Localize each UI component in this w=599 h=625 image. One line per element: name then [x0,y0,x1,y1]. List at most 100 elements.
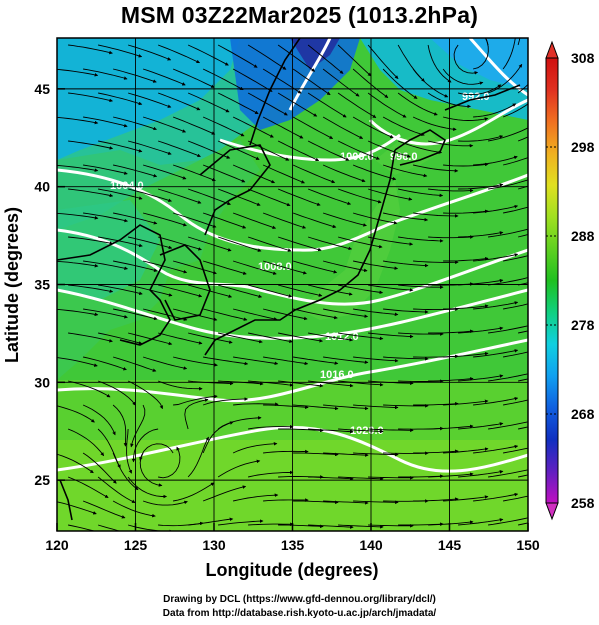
y-axis-ticks: 25 30 35 40 45 [34,81,65,488]
streamline [157,380,203,391]
streamline [187,44,229,66]
streamline [518,378,528,382]
streamline [322,212,367,227]
streamline [82,404,116,436]
streamline [352,164,397,181]
streamline [458,231,504,238]
streamline [187,436,209,478]
streamline [413,212,459,218]
streamline [67,380,111,398]
streamline [367,140,411,158]
streamline [202,212,247,229]
streamline [473,253,519,262]
streamline [473,155,518,166]
streamline [443,256,489,262]
streamline [68,188,114,198]
y-tick-label: 45 [34,81,50,97]
streamline [248,424,294,430]
streamline [488,228,528,238]
streamline [217,140,260,160]
streamline [232,116,274,138]
colorbar-bar [545,57,559,504]
streamline [503,303,528,310]
streamline [262,260,307,275]
streamline [202,116,245,137]
streamline [458,422,504,430]
streamline [142,116,187,133]
streamline [293,356,339,365]
streamline [247,140,290,161]
streamline [83,116,128,128]
streamline [518,426,528,430]
streamline [383,356,429,361]
streamline [172,116,216,135]
streamline [473,396,519,406]
streamline [83,212,128,223]
credit-line-2: Data from http://database.rish.kyoto-u.a… [162,608,437,619]
streamline [473,204,519,214]
streamline [383,260,429,268]
streamline [292,260,338,274]
streamline [307,92,347,118]
streamline [126,428,132,474]
streamline [353,308,399,317]
streamline [502,103,528,118]
y-tick-label: 40 [34,179,50,195]
streamline [202,260,247,275]
isobar-label: 996.0 [390,151,418,163]
streamline [57,212,99,220]
streamline [337,188,382,204]
streamline [322,260,368,273]
streamline [112,500,156,518]
streamline [308,476,354,481]
isobar-label: 1004.0 [110,180,144,192]
streamline [142,308,188,321]
streamline [503,399,528,406]
streamline [443,304,489,310]
streamline [98,236,143,248]
streamline [112,68,157,83]
y-tick-label: 35 [34,277,50,293]
streamline [322,164,366,183]
streamline [157,332,203,345]
streamline [232,308,278,321]
streamline [353,260,399,270]
streamline [82,500,126,519]
streamline [98,44,143,58]
streamline [308,332,354,342]
streamline [247,44,287,70]
streamline [67,428,105,457]
streamline [112,356,157,372]
streamline [443,447,489,454]
streamline [232,164,276,184]
streamline [443,495,489,502]
streamline [68,524,96,531]
streamline [353,356,399,363]
streamline [97,476,136,504]
streamline [458,183,504,190]
streamline [383,212,429,222]
streamline [427,92,471,109]
streamline [278,332,323,343]
streamline [398,188,444,198]
x-tick-label: 150 [516,537,540,553]
streamline [98,140,143,153]
streamline [413,449,459,454]
streamline [142,164,187,180]
streamline [293,404,339,411]
streamline [307,140,350,161]
streamline [203,356,249,366]
isobar-label: 1016.0 [320,369,354,381]
streamline [428,188,474,193]
streamline [518,522,528,526]
streamline [398,332,444,336]
streamline [398,284,444,289]
streamline [113,164,158,178]
graticule [57,38,528,531]
x-tick-label: 135 [281,537,305,553]
streamline [188,517,234,526]
streamline [428,472,474,478]
streamline [307,188,352,206]
credit-line-1: Drawing by DCL (https://www.gfd-dennou.o… [163,594,436,605]
streamline [338,524,384,529]
